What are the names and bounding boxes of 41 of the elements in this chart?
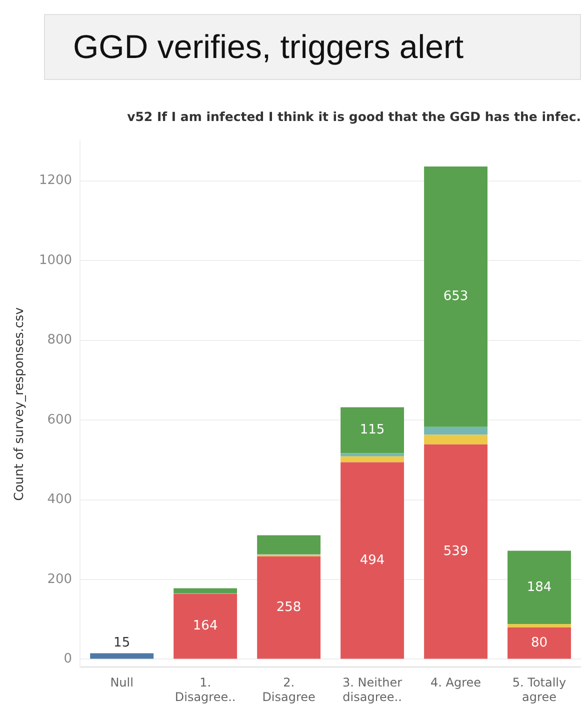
- bar: [174, 594, 238, 659]
- data-label: 494: [360, 552, 385, 568]
- chart-title: GGD verifies, triggers alert: [44, 14, 581, 80]
- data-label: 115: [360, 422, 385, 438]
- bar: [424, 166, 488, 427]
- bar: [340, 456, 404, 462]
- x-tick-label: 3. Neither disagree..: [342, 676, 402, 704]
- bar: [340, 453, 404, 456]
- bar: [174, 588, 238, 594]
- bar: [424, 434, 488, 444]
- y-tick-label: 200: [47, 572, 72, 587]
- bar: [257, 535, 321, 554]
- x-tick-label: 2. Disagree: [262, 676, 316, 704]
- y-tick-label: 600: [47, 412, 72, 428]
- data-label: 164: [192, 618, 218, 634]
- x-tick-label: Null: [110, 676, 134, 690]
- bar: [424, 426, 488, 435]
- bar: [340, 462, 404, 659]
- data-label: 653: [443, 289, 468, 304]
- y-tick-label: 0: [64, 652, 72, 667]
- y-axis-title: Count of survey_responses.csv: [10, 306, 26, 501]
- y-tick-label: 1000: [38, 252, 72, 268]
- data-label: 258: [276, 600, 302, 615]
- bar: [508, 550, 571, 624]
- bar: [424, 444, 488, 659]
- data-label: 15: [114, 636, 130, 651]
- data-label: 184: [526, 580, 552, 595]
- x-tick-label: 5. Totally agree: [512, 676, 566, 704]
- bar: [340, 407, 404, 454]
- data-label: 539: [443, 544, 468, 559]
- y-tick-label: 400: [47, 492, 72, 508]
- bar: [90, 653, 154, 659]
- data-label: 80: [530, 635, 548, 650]
- bar: [257, 556, 321, 659]
- x-tick-label: 4. Agree: [430, 676, 482, 690]
- x-tick-label: 1. Disagree..: [174, 676, 236, 704]
- bar: [508, 627, 571, 659]
- bar: [508, 624, 571, 628]
- y-tick-label: 1200: [38, 173, 72, 188]
- y-tick-label: 800: [47, 332, 72, 348]
- chart-subtitle: v52 If I am infected I think it is good that the GGD has the infec.: [127, 108, 581, 124]
